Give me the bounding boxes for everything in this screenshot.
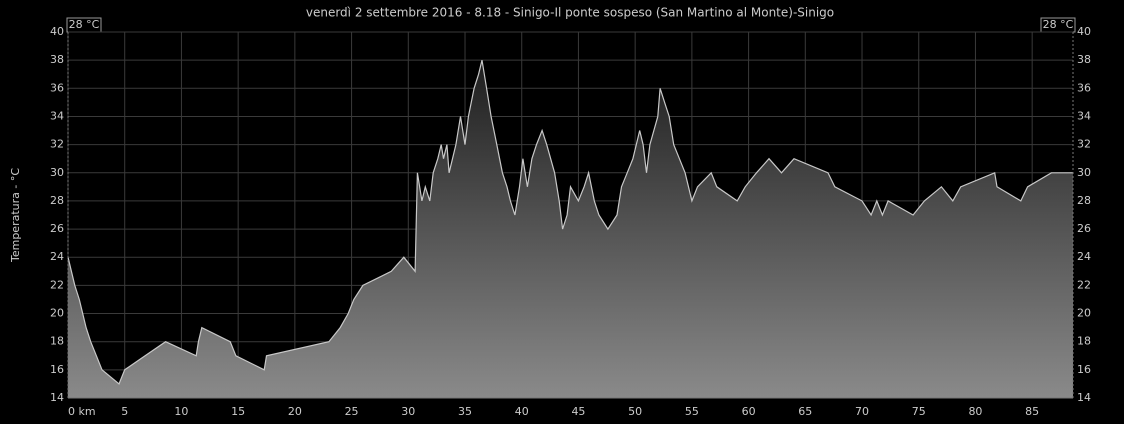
y-tick-label-right: 24 <box>1077 250 1091 263</box>
y-tick-label: 36 <box>50 81 64 94</box>
y-tick-label: 40 <box>50 25 64 38</box>
y-tick-label: 34 <box>50 109 64 122</box>
area <box>68 60 1073 398</box>
x-tick-label: 10 <box>174 405 188 418</box>
y-tick-label: 20 <box>50 307 64 320</box>
y-tick-label: 22 <box>50 278 64 291</box>
y-tick-label: 32 <box>50 138 64 151</box>
y-tick-label-right: 38 <box>1077 53 1091 66</box>
x-tick-label: 70 <box>855 405 869 418</box>
x-tick-label: 45 <box>571 405 585 418</box>
x-tick-label: 5 <box>121 405 128 418</box>
y-tick-label: 18 <box>50 335 64 348</box>
x-tick-label: 60 <box>742 405 756 418</box>
x-tick-label: 20 <box>288 405 302 418</box>
right-label: 28 °C <box>1043 18 1074 31</box>
x-tick-label: 35 <box>458 405 472 418</box>
x-tick-label: 30 <box>401 405 415 418</box>
y-tick-label-right: 28 <box>1077 194 1091 207</box>
x-tick-label: 80 <box>968 405 982 418</box>
y-tick-label-right: 32 <box>1077 138 1091 151</box>
y-tick-label: 38 <box>50 53 64 66</box>
y-tick-label-right: 16 <box>1077 363 1091 376</box>
x-tick-label: 65 <box>798 405 812 418</box>
y-tick-label-right: 26 <box>1077 222 1091 235</box>
x-tick-label: 40 <box>515 405 529 418</box>
y-tick-label-right: 36 <box>1077 81 1091 94</box>
x-tick-label: 85 <box>1025 405 1039 418</box>
y-tick-label-right: 20 <box>1077 307 1091 320</box>
y-tick-label: 30 <box>50 166 64 179</box>
y-tick-label: 26 <box>50 222 64 235</box>
y-tick-label: 14 <box>50 391 64 404</box>
y-axis-label: Temperatura - °C <box>9 168 22 263</box>
y-tick-label-right: 14 <box>1077 391 1091 404</box>
x-tick-label: 55 <box>685 405 699 418</box>
x-tick-label: 0 km <box>68 405 96 418</box>
y-tick-label-right: 30 <box>1077 166 1091 179</box>
left-label: 28 °C <box>69 18 100 31</box>
y-tick-label-right: 34 <box>1077 109 1091 122</box>
y-tick-label: 28 <box>50 194 64 207</box>
y-tick-label-right: 40 <box>1077 25 1091 38</box>
x-tick-label: 15 <box>231 405 245 418</box>
y-tick-label: 16 <box>50 363 64 376</box>
y-tick-label-right: 18 <box>1077 335 1091 348</box>
x-tick-label: 50 <box>628 405 642 418</box>
y-tick-label: 24 <box>50 250 64 263</box>
x-tick-label: 25 <box>345 405 359 418</box>
x-tick-label: 75 <box>912 405 926 418</box>
chart-title: venerdì 2 settembre 2016 - 8.18 - Sinigo… <box>306 6 834 20</box>
y-tick-label-right: 22 <box>1077 278 1091 291</box>
line <box>67 60 1073 385</box>
